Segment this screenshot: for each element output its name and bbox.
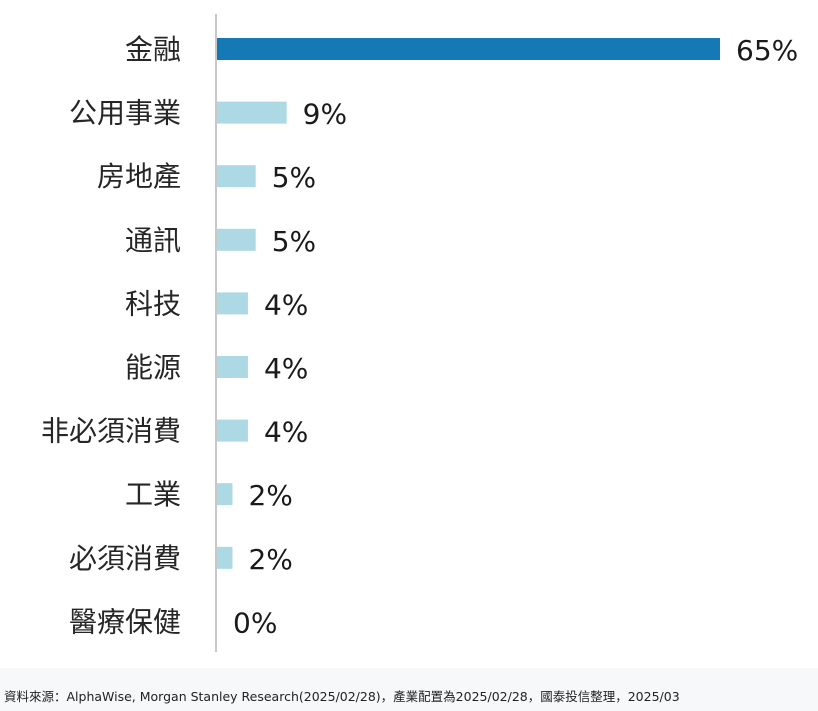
category-label: 通訊 (125, 224, 181, 257)
value-label: 65% (736, 34, 798, 67)
category-label: 科技 (125, 287, 181, 320)
category-label: 金融 (125, 33, 181, 66)
value-label: 2% (248, 479, 292, 512)
category-label: 非必須消費 (41, 415, 181, 448)
value-label: 9% (303, 98, 347, 131)
value-label: 4% (264, 352, 308, 385)
category-label: 醫療保健 (69, 605, 181, 638)
value-label: 0% (233, 606, 277, 639)
category-label: 能源 (125, 351, 181, 384)
chart-card: 金融公用事業房地產通訊科技能源非必須消費工業必須消費醫療保健 65% 9% 5% 5%… (40, 14, 799, 652)
bar (217, 165, 256, 188)
bar (217, 228, 256, 251)
bar (217, 419, 248, 442)
category-label: 工業 (125, 478, 181, 511)
bar (217, 356, 248, 378)
bars-group (217, 38, 720, 569)
category-label: 公用事業 (69, 97, 181, 130)
bar (217, 38, 720, 60)
value-label: 5% (272, 161, 316, 194)
source-note: 資料來源：AlphaWise, Morgan Stanley Research(… (4, 689, 680, 704)
bar (217, 483, 233, 506)
value-labels-group: 65% 9% 5% 5% 4% 4% 4% 2% 2% 0% (233, 34, 798, 639)
value-label: 2% (248, 543, 292, 576)
bar (217, 101, 287, 124)
category-label: 必須消費 (69, 542, 181, 575)
bar (217, 546, 233, 569)
value-label: 4% (264, 288, 308, 321)
category-label: 房地產 (97, 160, 181, 193)
value-label: 4% (264, 416, 308, 449)
bar (217, 292, 248, 315)
value-label: 5% (272, 225, 316, 258)
